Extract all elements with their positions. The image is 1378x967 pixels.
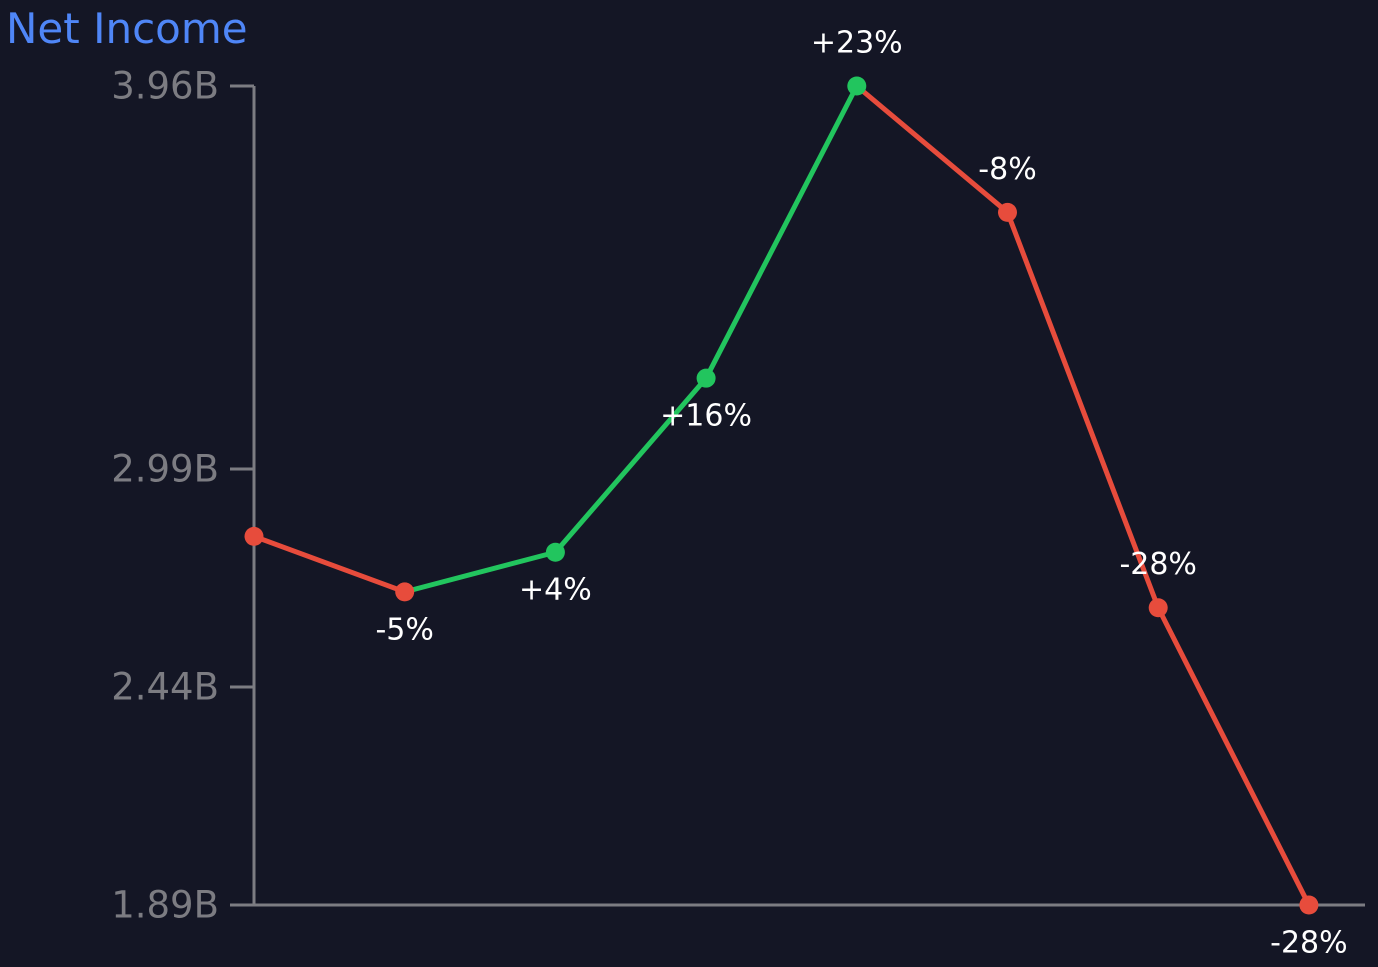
data-point [545,542,565,562]
y-tick-label: 2.44B [111,666,219,709]
series-points [244,76,1319,915]
data-point [395,582,415,602]
change-label: -8% [978,152,1036,187]
series-segment [1005,209,1161,611]
data-point [1148,598,1168,618]
series-segment [1155,605,1312,908]
y-tick-label: 3.96B [111,65,219,108]
change-label: +16% [660,399,752,434]
data-point [696,368,716,388]
axes: 3.96B 2.99B 2.44B 1.89B [111,65,1365,927]
series-segment [402,549,558,595]
change-label: +4% [519,573,592,608]
y-tick-label: 1.89B [111,884,219,927]
series-segment [703,83,860,381]
change-label: -28% [1270,926,1348,961]
data-point [998,202,1017,222]
data-point [1299,895,1319,915]
series-lines [251,83,1312,908]
data-point [847,76,867,96]
data-point [244,526,264,546]
data-labels: -5% +4% +16% +23% -8% -28% -28% [375,26,1347,961]
y-tick-label: 2.99B [111,448,219,491]
series-segment [854,83,1010,215]
change-label: -5% [375,612,433,647]
chart-title: Net Income [6,4,248,53]
series-segment [552,375,709,555]
change-label: -28% [1119,547,1197,582]
change-label: +23% [811,26,903,61]
series-segment [251,533,408,595]
